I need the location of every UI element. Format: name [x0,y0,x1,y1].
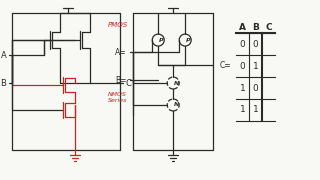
Text: B: B [252,22,259,32]
Text: 0: 0 [240,40,245,49]
Text: C=: C= [219,60,231,69]
Text: 1: 1 [240,105,245,114]
Text: 1: 1 [253,62,259,71]
Text: 1: 1 [253,105,259,114]
Text: 0: 0 [253,84,259,93]
Text: N: N [173,80,179,86]
Text: NMOS: NMOS [108,93,127,98]
Text: P: P [159,38,164,43]
Text: Series: Series [108,98,128,104]
Text: A=: A= [115,48,126,57]
Text: N: N [173,102,179,107]
Text: B=: B= [115,76,126,85]
Text: C: C [265,22,272,32]
Text: 0: 0 [253,40,259,49]
Text: B: B [1,78,6,87]
Text: 0: 0 [240,62,245,71]
Text: A: A [239,22,246,32]
Text: P: P [186,38,190,43]
Text: 1: 1 [240,84,245,93]
Text: C: C [125,78,131,87]
Text: PMOS: PMOS [108,22,129,28]
Text: A: A [1,51,6,60]
